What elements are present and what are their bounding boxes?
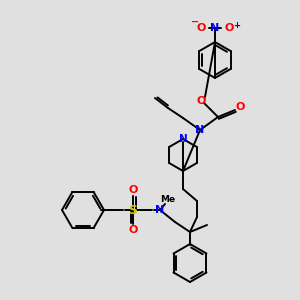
Text: +: + xyxy=(233,20,241,29)
Text: N: N xyxy=(195,125,205,135)
Text: N: N xyxy=(178,134,188,144)
Text: N: N xyxy=(210,23,220,33)
Text: O: O xyxy=(235,102,245,112)
Text: O: O xyxy=(224,23,234,33)
Text: O: O xyxy=(196,96,206,106)
Text: S: S xyxy=(128,203,137,217)
Text: O: O xyxy=(128,225,138,235)
Text: Me: Me xyxy=(160,196,175,205)
Text: O: O xyxy=(196,23,206,33)
Text: N: N xyxy=(155,205,165,215)
Text: O: O xyxy=(128,185,138,195)
Text: −: − xyxy=(191,17,199,27)
